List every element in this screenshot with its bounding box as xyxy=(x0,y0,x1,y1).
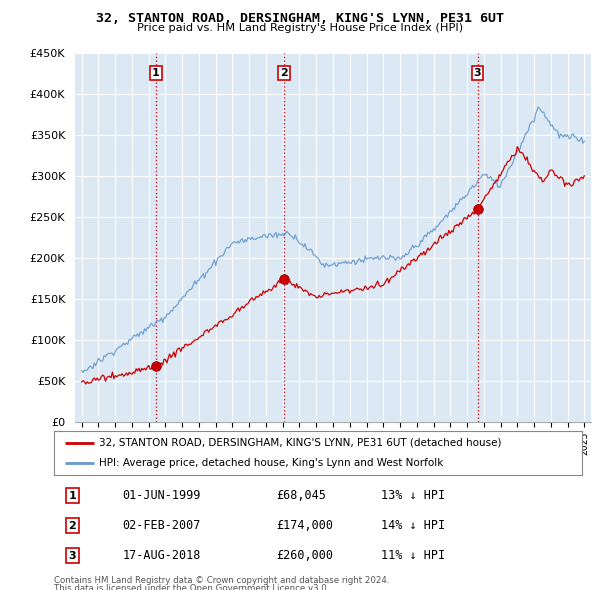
Text: £68,045: £68,045 xyxy=(276,489,326,502)
Text: 32, STANTON ROAD, DERSINGHAM, KING'S LYNN, PE31 6UT: 32, STANTON ROAD, DERSINGHAM, KING'S LYN… xyxy=(96,12,504,25)
Text: 1: 1 xyxy=(152,68,160,78)
Text: Contains HM Land Registry data © Crown copyright and database right 2024.: Contains HM Land Registry data © Crown c… xyxy=(54,576,389,585)
Text: £174,000: £174,000 xyxy=(276,519,333,532)
Text: 14% ↓ HPI: 14% ↓ HPI xyxy=(382,519,445,532)
Text: This data is licensed under the Open Government Licence v3.0.: This data is licensed under the Open Gov… xyxy=(54,584,329,590)
Text: £260,000: £260,000 xyxy=(276,549,333,562)
Text: 11% ↓ HPI: 11% ↓ HPI xyxy=(382,549,445,562)
Text: 13% ↓ HPI: 13% ↓ HPI xyxy=(382,489,445,502)
Text: 01-JUN-1999: 01-JUN-1999 xyxy=(122,489,201,502)
Text: 02-FEB-2007: 02-FEB-2007 xyxy=(122,519,201,532)
Text: 32, STANTON ROAD, DERSINGHAM, KING'S LYNN, PE31 6UT (detached house): 32, STANTON ROAD, DERSINGHAM, KING'S LYN… xyxy=(99,438,502,448)
Text: 17-AUG-2018: 17-AUG-2018 xyxy=(122,549,201,562)
Text: 3: 3 xyxy=(474,68,481,78)
Text: 1: 1 xyxy=(68,491,76,501)
Text: HPI: Average price, detached house, King's Lynn and West Norfolk: HPI: Average price, detached house, King… xyxy=(99,458,443,468)
Text: 2: 2 xyxy=(280,68,288,78)
Text: 2: 2 xyxy=(68,521,76,530)
Text: 3: 3 xyxy=(68,550,76,560)
Text: Price paid vs. HM Land Registry's House Price Index (HPI): Price paid vs. HM Land Registry's House … xyxy=(137,23,463,33)
